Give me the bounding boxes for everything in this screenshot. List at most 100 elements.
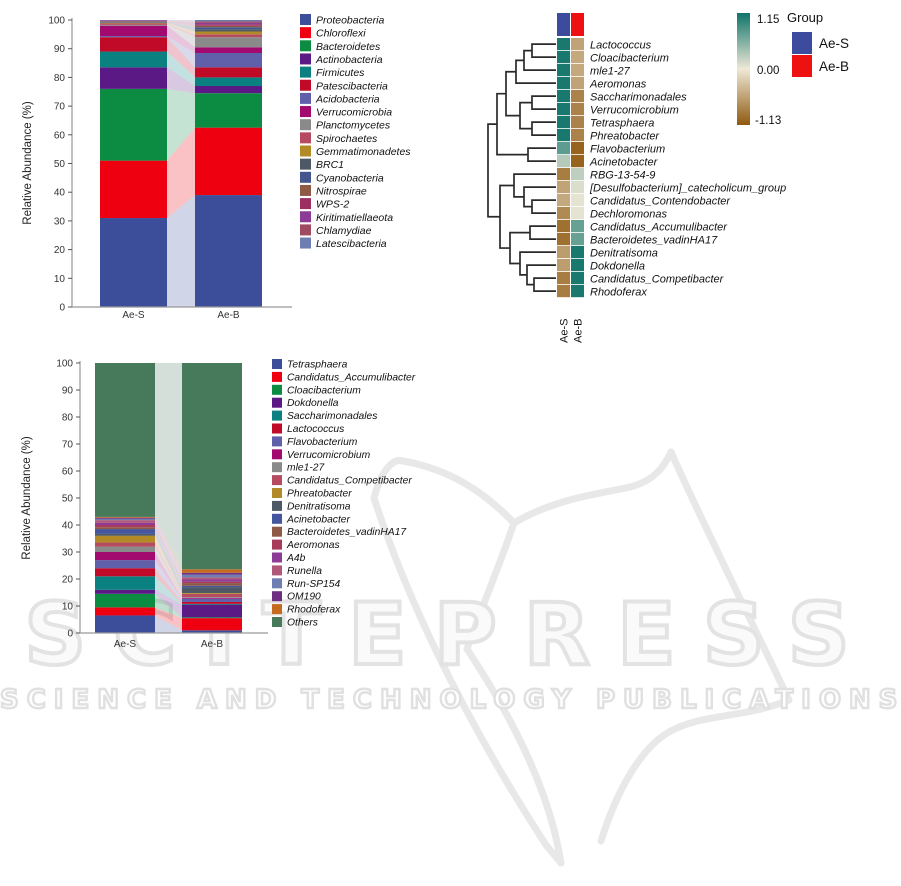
heatmap-cell bbox=[557, 259, 570, 272]
bar-segment bbox=[195, 20, 262, 22]
y-tick-label: 80 bbox=[54, 73, 66, 84]
heatmap-column-label: Ae-B bbox=[573, 319, 585, 343]
heatmap-cell bbox=[557, 168, 570, 181]
legend-label: Actinobacteria bbox=[315, 54, 383, 66]
legend-label: Phreatobacter bbox=[287, 489, 352, 500]
flow-ribbon bbox=[155, 516, 182, 573]
legend-swatch bbox=[272, 604, 282, 615]
bar-segment bbox=[182, 593, 242, 598]
bar-segment bbox=[182, 593, 242, 594]
legend-swatch bbox=[272, 475, 282, 486]
bar-segment bbox=[182, 583, 242, 586]
heatmap-cell bbox=[571, 38, 584, 51]
row-label: Dokdonella bbox=[590, 261, 645, 273]
bar-segment bbox=[95, 363, 155, 517]
bar-segment bbox=[95, 522, 155, 525]
bar-segment bbox=[195, 127, 262, 196]
legend-swatch bbox=[300, 14, 311, 25]
bar-segment bbox=[95, 607, 155, 616]
group-legend-swatch bbox=[792, 55, 812, 77]
legend: ProteobacteriaChloroflexiBacteroidetesAc… bbox=[300, 14, 411, 250]
bar-segment bbox=[95, 593, 155, 608]
dendrogram-link bbox=[531, 121, 556, 136]
row-label: Aeromonas bbox=[589, 79, 647, 91]
bar-segment bbox=[182, 363, 242, 570]
bar-segment bbox=[100, 67, 167, 89]
bar-segment bbox=[95, 520, 155, 523]
row-label: Acinetobacter bbox=[589, 157, 659, 169]
bar-segment bbox=[100, 37, 167, 52]
dendrogram bbox=[487, 43, 556, 292]
flow-ribbon bbox=[167, 20, 195, 23]
bar-segment bbox=[100, 25, 167, 37]
legend-swatch bbox=[272, 371, 282, 382]
legend-swatch bbox=[300, 106, 311, 118]
y-axis-label: Relative Abundance (%) bbox=[21, 436, 33, 560]
heatmap-cell bbox=[557, 103, 570, 116]
bar-segment bbox=[195, 34, 262, 38]
row-label: Candidatus_Accumulibacter bbox=[590, 222, 728, 234]
flow-ribbon bbox=[167, 20, 195, 25]
dendrogram-link bbox=[533, 277, 556, 292]
flow-ribbon bbox=[167, 21, 195, 28]
row-label: Cloacibacterium bbox=[590, 53, 669, 65]
heatmap-cell bbox=[557, 181, 570, 194]
dendrogram-link bbox=[531, 95, 556, 110]
flow-ribbon bbox=[167, 21, 195, 30]
dendrogram-link bbox=[526, 264, 556, 286]
y-tick-label: 60 bbox=[62, 467, 74, 478]
flow-ribbon bbox=[155, 593, 182, 619]
legend-label: Bacteroidetes_vadinHA17 bbox=[287, 527, 407, 538]
bar-segment bbox=[195, 21, 262, 23]
bar-segment bbox=[95, 546, 155, 552]
heatmap-cell bbox=[557, 51, 570, 64]
bar-segment bbox=[100, 160, 167, 219]
flow-ribbon bbox=[155, 576, 182, 605]
legend-swatch bbox=[300, 40, 311, 52]
colorbar-mid-label: 0.00 bbox=[757, 65, 779, 77]
bar-segment bbox=[195, 29, 262, 32]
dendrogram-link bbox=[529, 225, 556, 240]
row-label: Tetrasphaera bbox=[590, 118, 654, 130]
bar-segment bbox=[195, 37, 262, 48]
heatmap-cell bbox=[571, 51, 584, 64]
y-tick-label: 90 bbox=[62, 386, 74, 397]
legend-label: Saccharimonadales bbox=[287, 411, 377, 422]
heatmap-cell bbox=[571, 233, 584, 246]
heatmap-cell bbox=[571, 285, 584, 298]
bar-segment bbox=[195, 31, 262, 35]
dendrogram-link bbox=[499, 184, 514, 249]
legend-label: Candidatus_Competibacter bbox=[287, 476, 412, 487]
y-tick-label: 10 bbox=[62, 602, 74, 613]
flow-ribbon bbox=[155, 522, 182, 582]
bar-segment bbox=[100, 21, 167, 22]
legend-swatch bbox=[272, 526, 282, 537]
flow-ribbon bbox=[167, 20, 195, 26]
bar-segment bbox=[95, 568, 155, 577]
legend-swatch bbox=[272, 462, 282, 473]
bar-segment bbox=[100, 36, 167, 38]
dendrogram-link bbox=[515, 59, 556, 84]
dendrogram-link bbox=[531, 199, 556, 214]
heatmap-cell bbox=[557, 38, 570, 51]
group-legend-swatch bbox=[792, 32, 812, 54]
heatmap-cell bbox=[571, 220, 584, 233]
bar-segment bbox=[100, 23, 167, 25]
legend-label: Cyanobacteria bbox=[316, 172, 384, 184]
legend-label: Nitrospirae bbox=[316, 185, 367, 197]
legend-swatch bbox=[272, 436, 282, 447]
dendrogram-link bbox=[531, 43, 556, 58]
legend-label: Spirochaetes bbox=[316, 133, 378, 145]
legend-label: Dokdonella bbox=[287, 398, 339, 409]
dendrogram-link bbox=[527, 147, 556, 162]
legend-label: mle1-27 bbox=[287, 463, 325, 474]
legend-swatch bbox=[300, 158, 311, 170]
legend-swatch bbox=[272, 410, 282, 421]
legend-label: A4b bbox=[286, 553, 306, 564]
flow-ribbon bbox=[167, 22, 195, 32]
heatmap-cell bbox=[557, 142, 570, 155]
flow-ribbon bbox=[155, 552, 182, 599]
flow-ribbon bbox=[155, 525, 182, 584]
flow-ribbon bbox=[155, 589, 182, 618]
